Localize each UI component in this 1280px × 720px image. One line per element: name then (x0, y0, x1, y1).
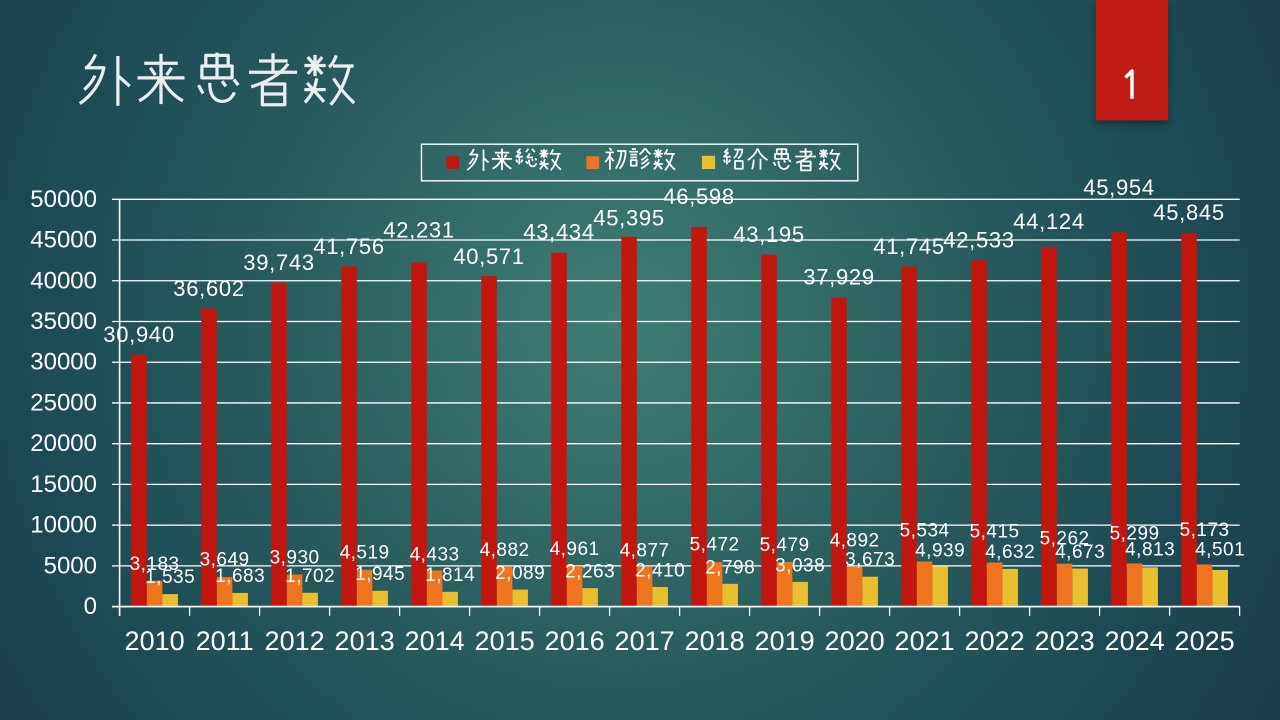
svg-text:2016: 2016 (545, 626, 605, 656)
svg-text:2020: 2020 (825, 626, 885, 656)
svg-text:20000: 20000 (30, 430, 97, 457)
svg-text:45,954: 45,954 (1083, 175, 1155, 200)
svg-text:2014: 2014 (405, 626, 465, 656)
svg-text:4,892: 4,892 (830, 531, 880, 552)
svg-text:2018: 2018 (685, 626, 745, 656)
svg-text:2024: 2024 (1105, 626, 1165, 656)
svg-text:46,598: 46,598 (663, 184, 735, 209)
svg-text:2011: 2011 (196, 626, 254, 656)
svg-text:40,571: 40,571 (453, 244, 525, 269)
svg-text:30,940: 30,940 (103, 322, 175, 347)
svg-text:4,882: 4,882 (480, 540, 530, 561)
svg-text:1,945: 1,945 (355, 564, 405, 585)
svg-text:2,089: 2,089 (495, 563, 545, 584)
svg-text:1,814: 1,814 (425, 565, 475, 586)
svg-text:3,930: 3,930 (270, 548, 320, 569)
svg-text:50000: 50000 (30, 186, 97, 213)
svg-text:1,683: 1,683 (215, 566, 265, 587)
svg-text:36,602: 36,602 (173, 276, 245, 301)
svg-text:44,124: 44,124 (1013, 209, 1085, 234)
svg-text:4,673: 4,673 (1055, 542, 1105, 563)
svg-text:15000: 15000 (30, 471, 97, 498)
svg-text:41,745: 41,745 (873, 234, 945, 259)
svg-text:2021: 2021 (895, 626, 955, 656)
svg-text:2012: 2012 (265, 626, 325, 656)
svg-text:3,183: 3,183 (130, 554, 180, 575)
svg-text:5,299: 5,299 (1110, 523, 1160, 544)
svg-text:45,845: 45,845 (1153, 200, 1225, 225)
svg-text:4,877: 4,877 (620, 540, 670, 561)
svg-text:30000: 30000 (30, 349, 97, 376)
svg-text:10000: 10000 (30, 512, 97, 539)
svg-text:5000: 5000 (44, 552, 97, 579)
svg-text:2025: 2025 (1175, 626, 1235, 656)
svg-text:1,702: 1,702 (285, 566, 335, 587)
svg-text:3,649: 3,649 (200, 549, 250, 570)
svg-text:35000: 35000 (30, 308, 97, 335)
svg-text:43,434: 43,434 (523, 220, 595, 245)
svg-text:4,433: 4,433 (410, 544, 460, 565)
svg-text:2017: 2017 (615, 626, 675, 656)
svg-text:1,535: 1,535 (145, 567, 195, 588)
svg-text:4,632: 4,632 (985, 542, 1035, 563)
svg-text:0: 0 (84, 593, 97, 620)
svg-text:45,395: 45,395 (593, 205, 665, 230)
svg-text:43,195: 43,195 (733, 222, 805, 247)
svg-text:4,939: 4,939 (915, 541, 965, 562)
svg-text:2022: 2022 (965, 626, 1025, 656)
svg-text:25000: 25000 (30, 389, 97, 416)
svg-text:41,756: 41,756 (313, 234, 385, 259)
svg-text:45000: 45000 (30, 227, 97, 254)
svg-text:2,798: 2,798 (705, 557, 755, 578)
svg-text:5,262: 5,262 (1040, 528, 1090, 549)
svg-text:2010: 2010 (125, 626, 185, 656)
svg-text:4,961: 4,961 (550, 539, 600, 560)
svg-text:5,415: 5,415 (970, 521, 1020, 542)
svg-text:4,519: 4,519 (340, 543, 390, 564)
svg-text:39,743: 39,743 (243, 250, 315, 275)
svg-text:5,534: 5,534 (900, 521, 950, 542)
svg-text:3,673: 3,673 (845, 549, 895, 570)
svg-text:2,410: 2,410 (635, 561, 685, 582)
svg-text:42,533: 42,533 (943, 228, 1015, 253)
svg-text:42,231: 42,231 (383, 217, 455, 242)
svg-text:5,472: 5,472 (690, 535, 740, 556)
svg-text:4,813: 4,813 (1125, 540, 1175, 561)
svg-text:2013: 2013 (335, 626, 395, 656)
svg-text:3,038: 3,038 (775, 556, 825, 577)
svg-text:2023: 2023 (1035, 626, 1095, 656)
svg-text:5,173: 5,173 (1180, 520, 1230, 541)
svg-text:2019: 2019 (755, 626, 815, 656)
svg-text:37,929: 37,929 (803, 265, 875, 290)
svg-text:5,479: 5,479 (760, 535, 810, 556)
svg-text:4,501: 4,501 (1195, 540, 1245, 561)
svg-text:40000: 40000 (30, 267, 97, 294)
svg-text:2015: 2015 (475, 626, 535, 656)
svg-text:2,263: 2,263 (565, 562, 615, 583)
